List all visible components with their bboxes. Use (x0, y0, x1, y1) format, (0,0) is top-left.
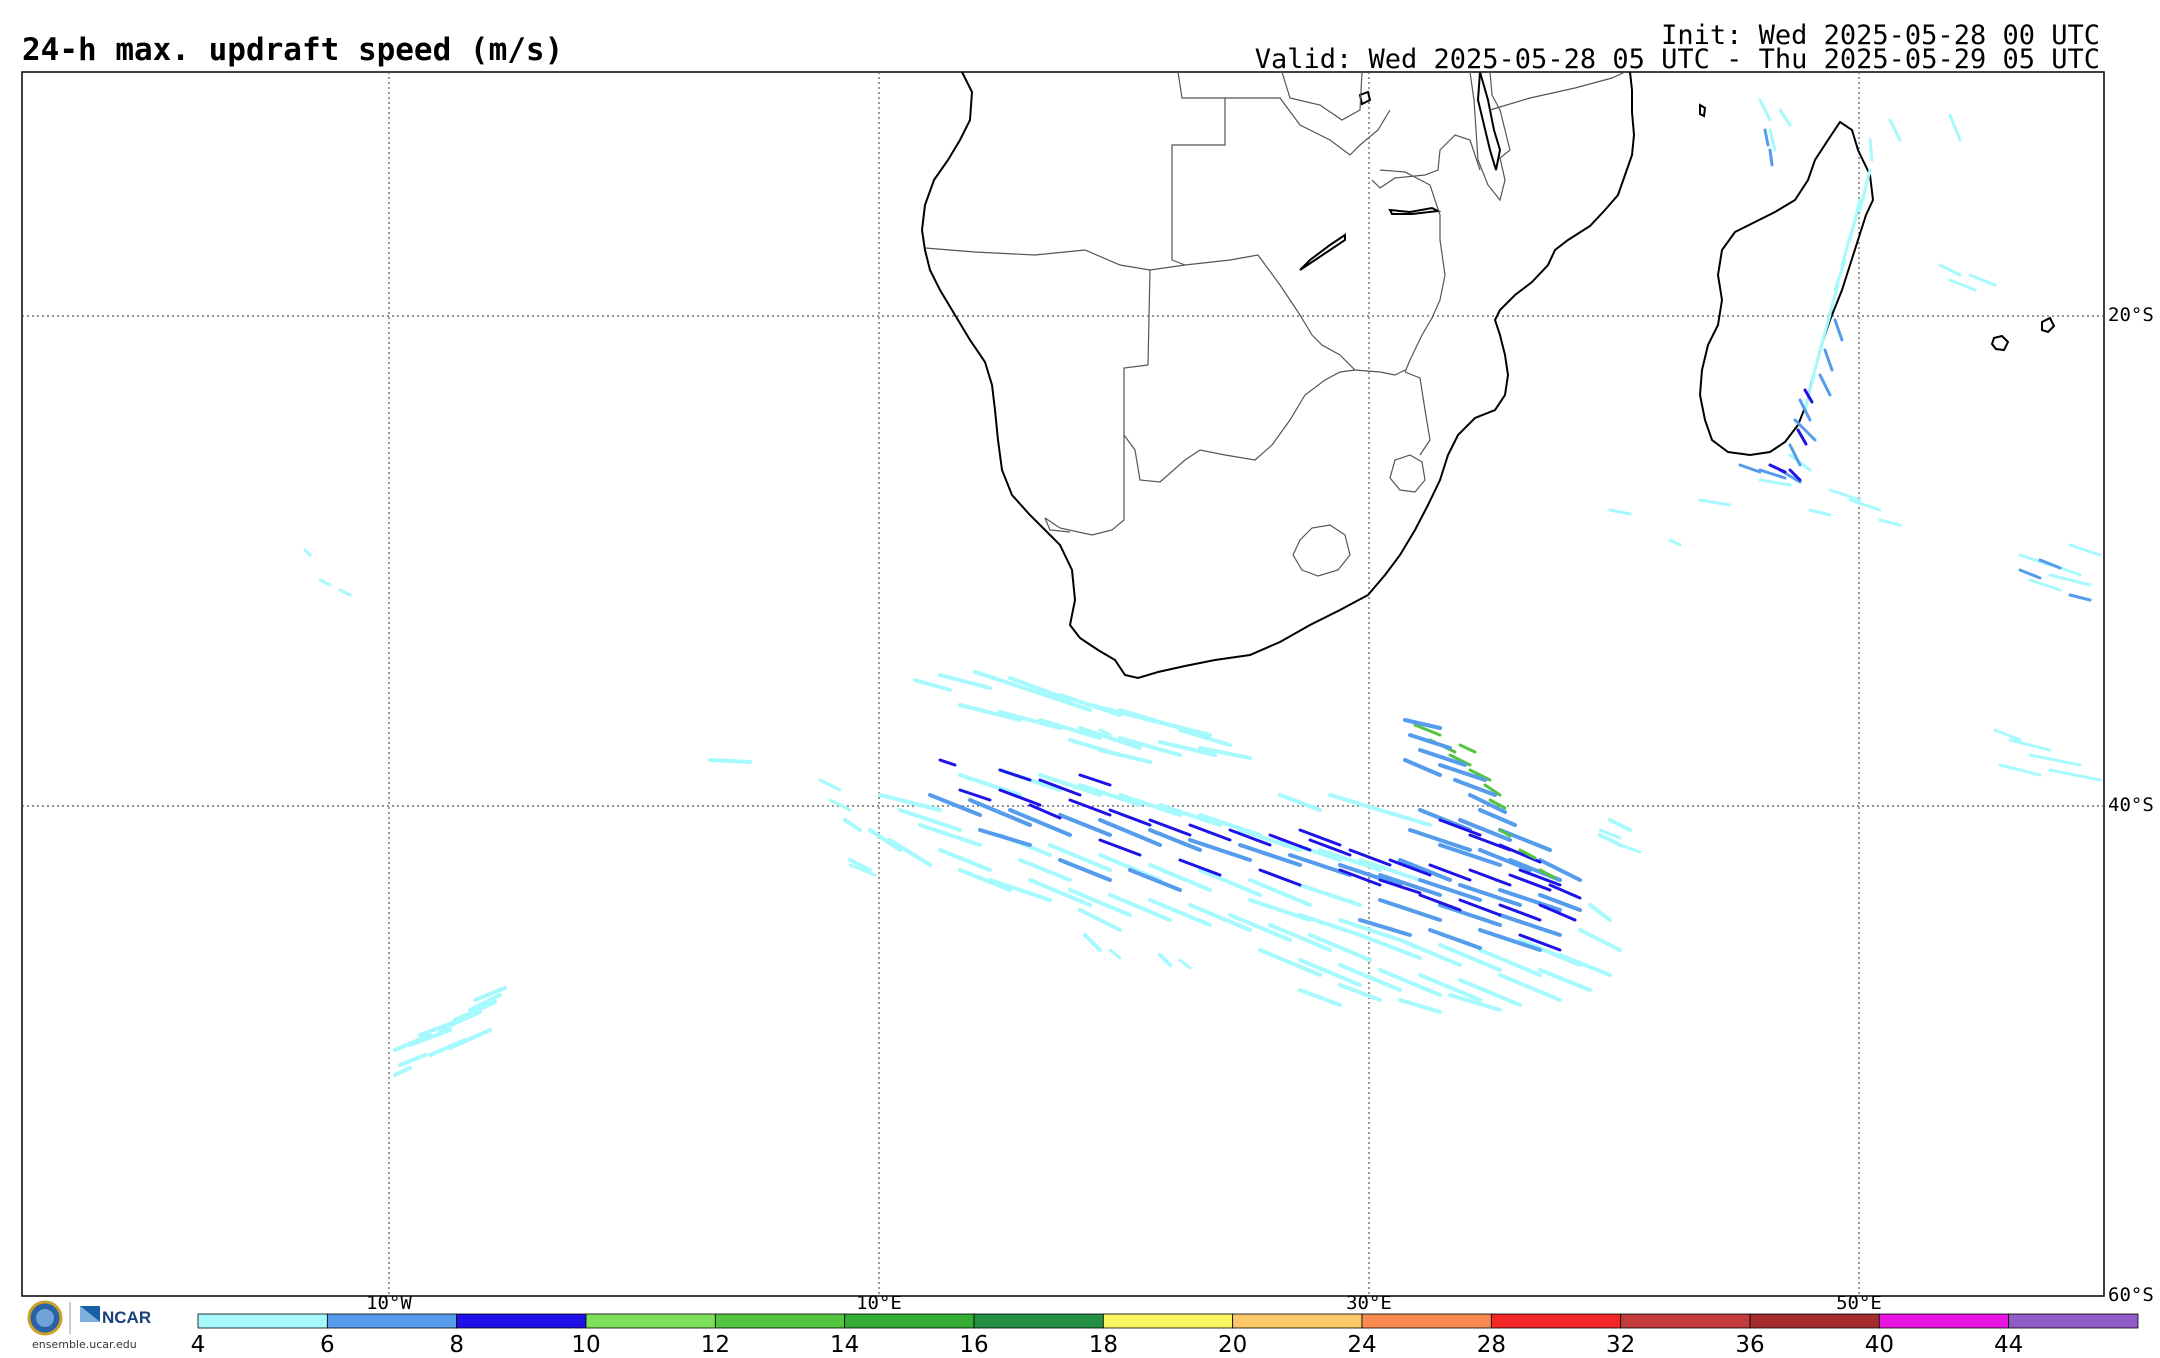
colorbar-tick-label: 8 (449, 1332, 464, 1358)
colorbar-swatch (1361, 1313, 1492, 1329)
colorbar-swatch (1102, 1313, 1234, 1329)
colorbar-swatch (1620, 1313, 1751, 1329)
lat-label-40s: 40°S (2108, 794, 2154, 816)
colorbar-swatch (1232, 1313, 1363, 1329)
colorbar-tick-label: 4 (190, 1332, 206, 1358)
logo-url: ensemble.ucar.edu (32, 1338, 137, 1351)
colorbar-tick-label: 28 (1476, 1332, 1506, 1358)
border-lesotho (1292, 524, 1351, 577)
colorbar-tick-label: 44 (1994, 1332, 2024, 1358)
border-namibia-botswana (1044, 269, 1151, 536)
border-zim-moz (1379, 169, 1446, 373)
updraft-band-south-africa-light (708, 670, 1632, 1014)
border-namibia-sa (1044, 517, 1071, 533)
lake-malawi (1476, 71, 1502, 171)
colorbar-tick-label: 16 (959, 1332, 989, 1358)
border-botswana-sa (1123, 369, 1356, 483)
border-angola-namibia (924, 247, 1259, 271)
graticule (22, 72, 2104, 1296)
country-borders (924, 71, 1626, 577)
border-moz-sa (1404, 371, 1431, 456)
colorbar-swatch (844, 1313, 975, 1329)
updraft-band-dark-blue (938, 758, 1582, 952)
lon-label-10w: 10°W (366, 1292, 412, 1314)
colorbar-tick-label: 18 (1088, 1332, 1118, 1358)
lat-label-20s: 20°S (2108, 304, 2154, 326)
init-time: Init: Wed 2025-05-28 00 UTC (1661, 20, 2100, 51)
map-title: 24-h max. updraft speed (m/s) (22, 32, 564, 68)
island-reunion (2041, 316, 2056, 334)
updraft-band-green-edge (1403, 718, 1517, 827)
border-botswana-zim (1257, 254, 1406, 376)
island-mauritius (1990, 334, 2010, 352)
colorbar-tick-label: 24 (1347, 1332, 1377, 1358)
madagascar-coastline (1698, 120, 1875, 457)
colorbar-tick-label: 10 (571, 1332, 601, 1358)
updraft-band-medium-blue (928, 793, 1582, 952)
updraft-scattered (303, 538, 1682, 970)
colorbar-swatch (1490, 1313, 1622, 1329)
lake-kariba (1299, 233, 1346, 271)
border-zambia-moz (1371, 134, 1481, 189)
colorbar-tick-label: 20 (1218, 1332, 1248, 1358)
colorbar-tick-label: 32 (1606, 1332, 1636, 1358)
border-eswatini (1389, 454, 1426, 493)
nsf-logo (27, 1300, 100, 1336)
border-malawi (1469, 71, 1511, 202)
lon-label-30e: 30°E (1346, 1292, 1392, 1314)
lon-label-10e: 10°E (856, 1292, 902, 1314)
africa-coastline (920, 71, 1636, 680)
border-tanzania-moz (1489, 71, 1626, 111)
island-comoros (1699, 103, 1707, 118)
updraft-madagascar-blue (1738, 128, 2092, 602)
colorbar (197, 1313, 2139, 1329)
updraft-shading (303, 98, 2102, 1077)
lon-label-50e: 50°E (1836, 1292, 1882, 1314)
updraft-madagascar-dark (1768, 388, 1814, 482)
colorbar-swatch (2008, 1313, 2139, 1329)
colorbar-swatch (973, 1313, 1104, 1329)
border-drc-zambia (1281, 71, 1363, 121)
lat-label-60s: 60°S (2108, 1284, 2154, 1306)
colorbar-swatch (585, 1313, 716, 1329)
colorbar-swatch (1878, 1313, 2010, 1329)
valid-time: Valid: Wed 2025-05-28 05 UTC - Thu 2025-… (1254, 44, 2100, 75)
updraft-madagascar-light (1608, 98, 2102, 782)
colorbar-swatch (197, 1313, 328, 1329)
updraft-patch-atlantic (393, 986, 507, 1077)
colorbar-swatch (1749, 1313, 1880, 1329)
colorbar-tick-label: 14 (830, 1332, 860, 1358)
colorbar-tick-label: 6 (320, 1332, 335, 1358)
colorbar-swatch (714, 1313, 846, 1329)
lake-cahora (1388, 206, 1442, 215)
colorbar-swatch (456, 1313, 587, 1329)
border-zambia-east (1225, 97, 1391, 156)
border-angola-zambia (1171, 71, 1226, 266)
colorbar-tick-label: 40 (1864, 1332, 1894, 1358)
island-small (1358, 90, 1372, 106)
map-frame (21, 71, 2105, 1297)
colorbar-swatch (326, 1313, 458, 1329)
ncar-logo-text: NCAR (102, 1308, 152, 1327)
coastlines (920, 71, 2056, 680)
colorbar-tick-label: 36 (1735, 1332, 1765, 1358)
colorbar-tick-label: 12 (700, 1332, 730, 1358)
